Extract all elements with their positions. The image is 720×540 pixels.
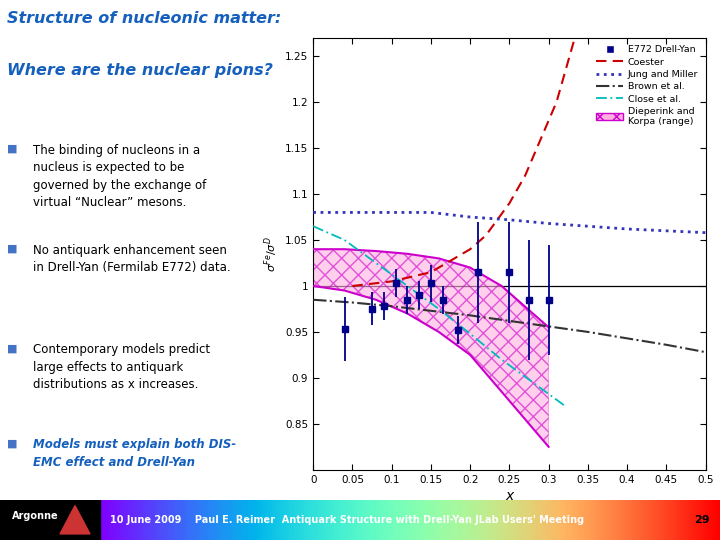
Polygon shape xyxy=(60,505,90,534)
Polygon shape xyxy=(313,249,549,447)
Text: Argonne: Argonne xyxy=(12,511,58,521)
Text: Where are the nuclear pions?: Where are the nuclear pions? xyxy=(7,63,273,78)
Legend: E772 Drell-Yan, Coester, Jung and Miller, Brown et al., Close et al., Dieperink : E772 Drell-Yan, Coester, Jung and Miller… xyxy=(593,43,701,129)
Text: No antiquark enhancement seen
in Drell-Yan (Fermilab E772) data.: No antiquark enhancement seen in Drell-Y… xyxy=(33,244,230,274)
Text: ■: ■ xyxy=(7,438,18,449)
Text: ■: ■ xyxy=(7,144,18,154)
Text: The binding of nucleons in a
nucleus is expected to be
governed by the exchange : The binding of nucleons in a nucleus is … xyxy=(33,144,207,210)
Text: 10 June 2009    Paul E. Reimer  Antiquark Structure with Drell-Yan JLab Users' M: 10 June 2009 Paul E. Reimer Antiquark St… xyxy=(110,515,584,525)
Text: 29: 29 xyxy=(694,515,710,525)
Y-axis label: $\sigma^{Fe}/\sigma^{D}$: $\sigma^{Fe}/\sigma^{D}$ xyxy=(262,236,279,272)
Bar xyxy=(0,500,100,540)
Text: Structure of nucleonic matter:: Structure of nucleonic matter: xyxy=(7,11,282,26)
X-axis label: x: x xyxy=(505,489,513,503)
Text: ■: ■ xyxy=(7,244,18,254)
Text: Models must explain both DIS-
EMC effect and Drell-Yan: Models must explain both DIS- EMC effect… xyxy=(33,438,236,469)
Text: ■: ■ xyxy=(7,343,18,354)
Text: Contemporary models predict
large effects to antiquark
distributions as x increa: Contemporary models predict large effect… xyxy=(33,343,210,392)
